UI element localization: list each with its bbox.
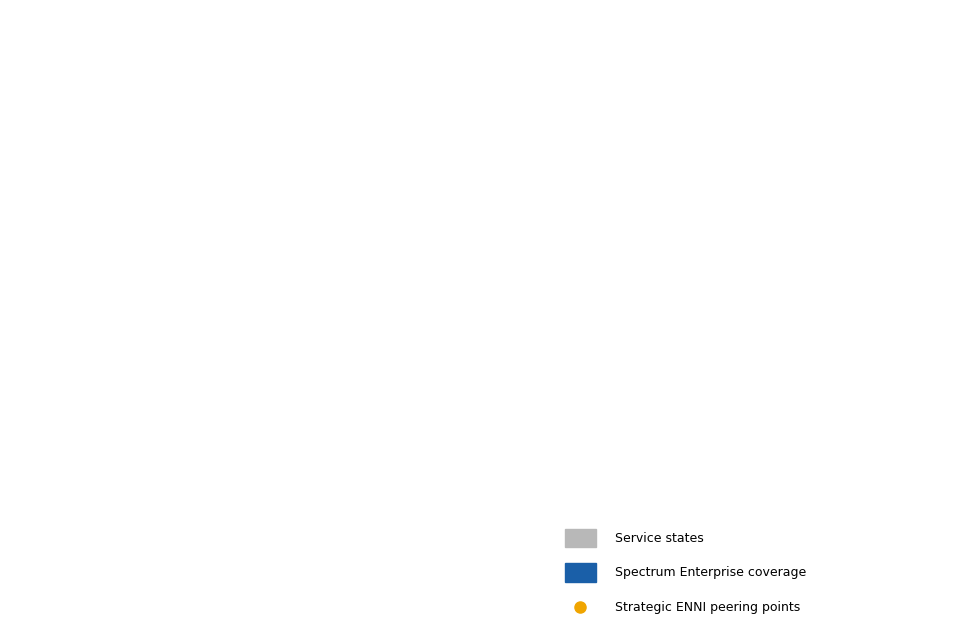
Text: Spectrum Enterprise coverage: Spectrum Enterprise coverage (615, 566, 806, 579)
Bar (565, 529, 596, 547)
Bar (565, 564, 596, 582)
Text: Service states: Service states (615, 532, 703, 545)
Text: Strategic ENNI peering points: Strategic ENNI peering points (615, 601, 801, 613)
